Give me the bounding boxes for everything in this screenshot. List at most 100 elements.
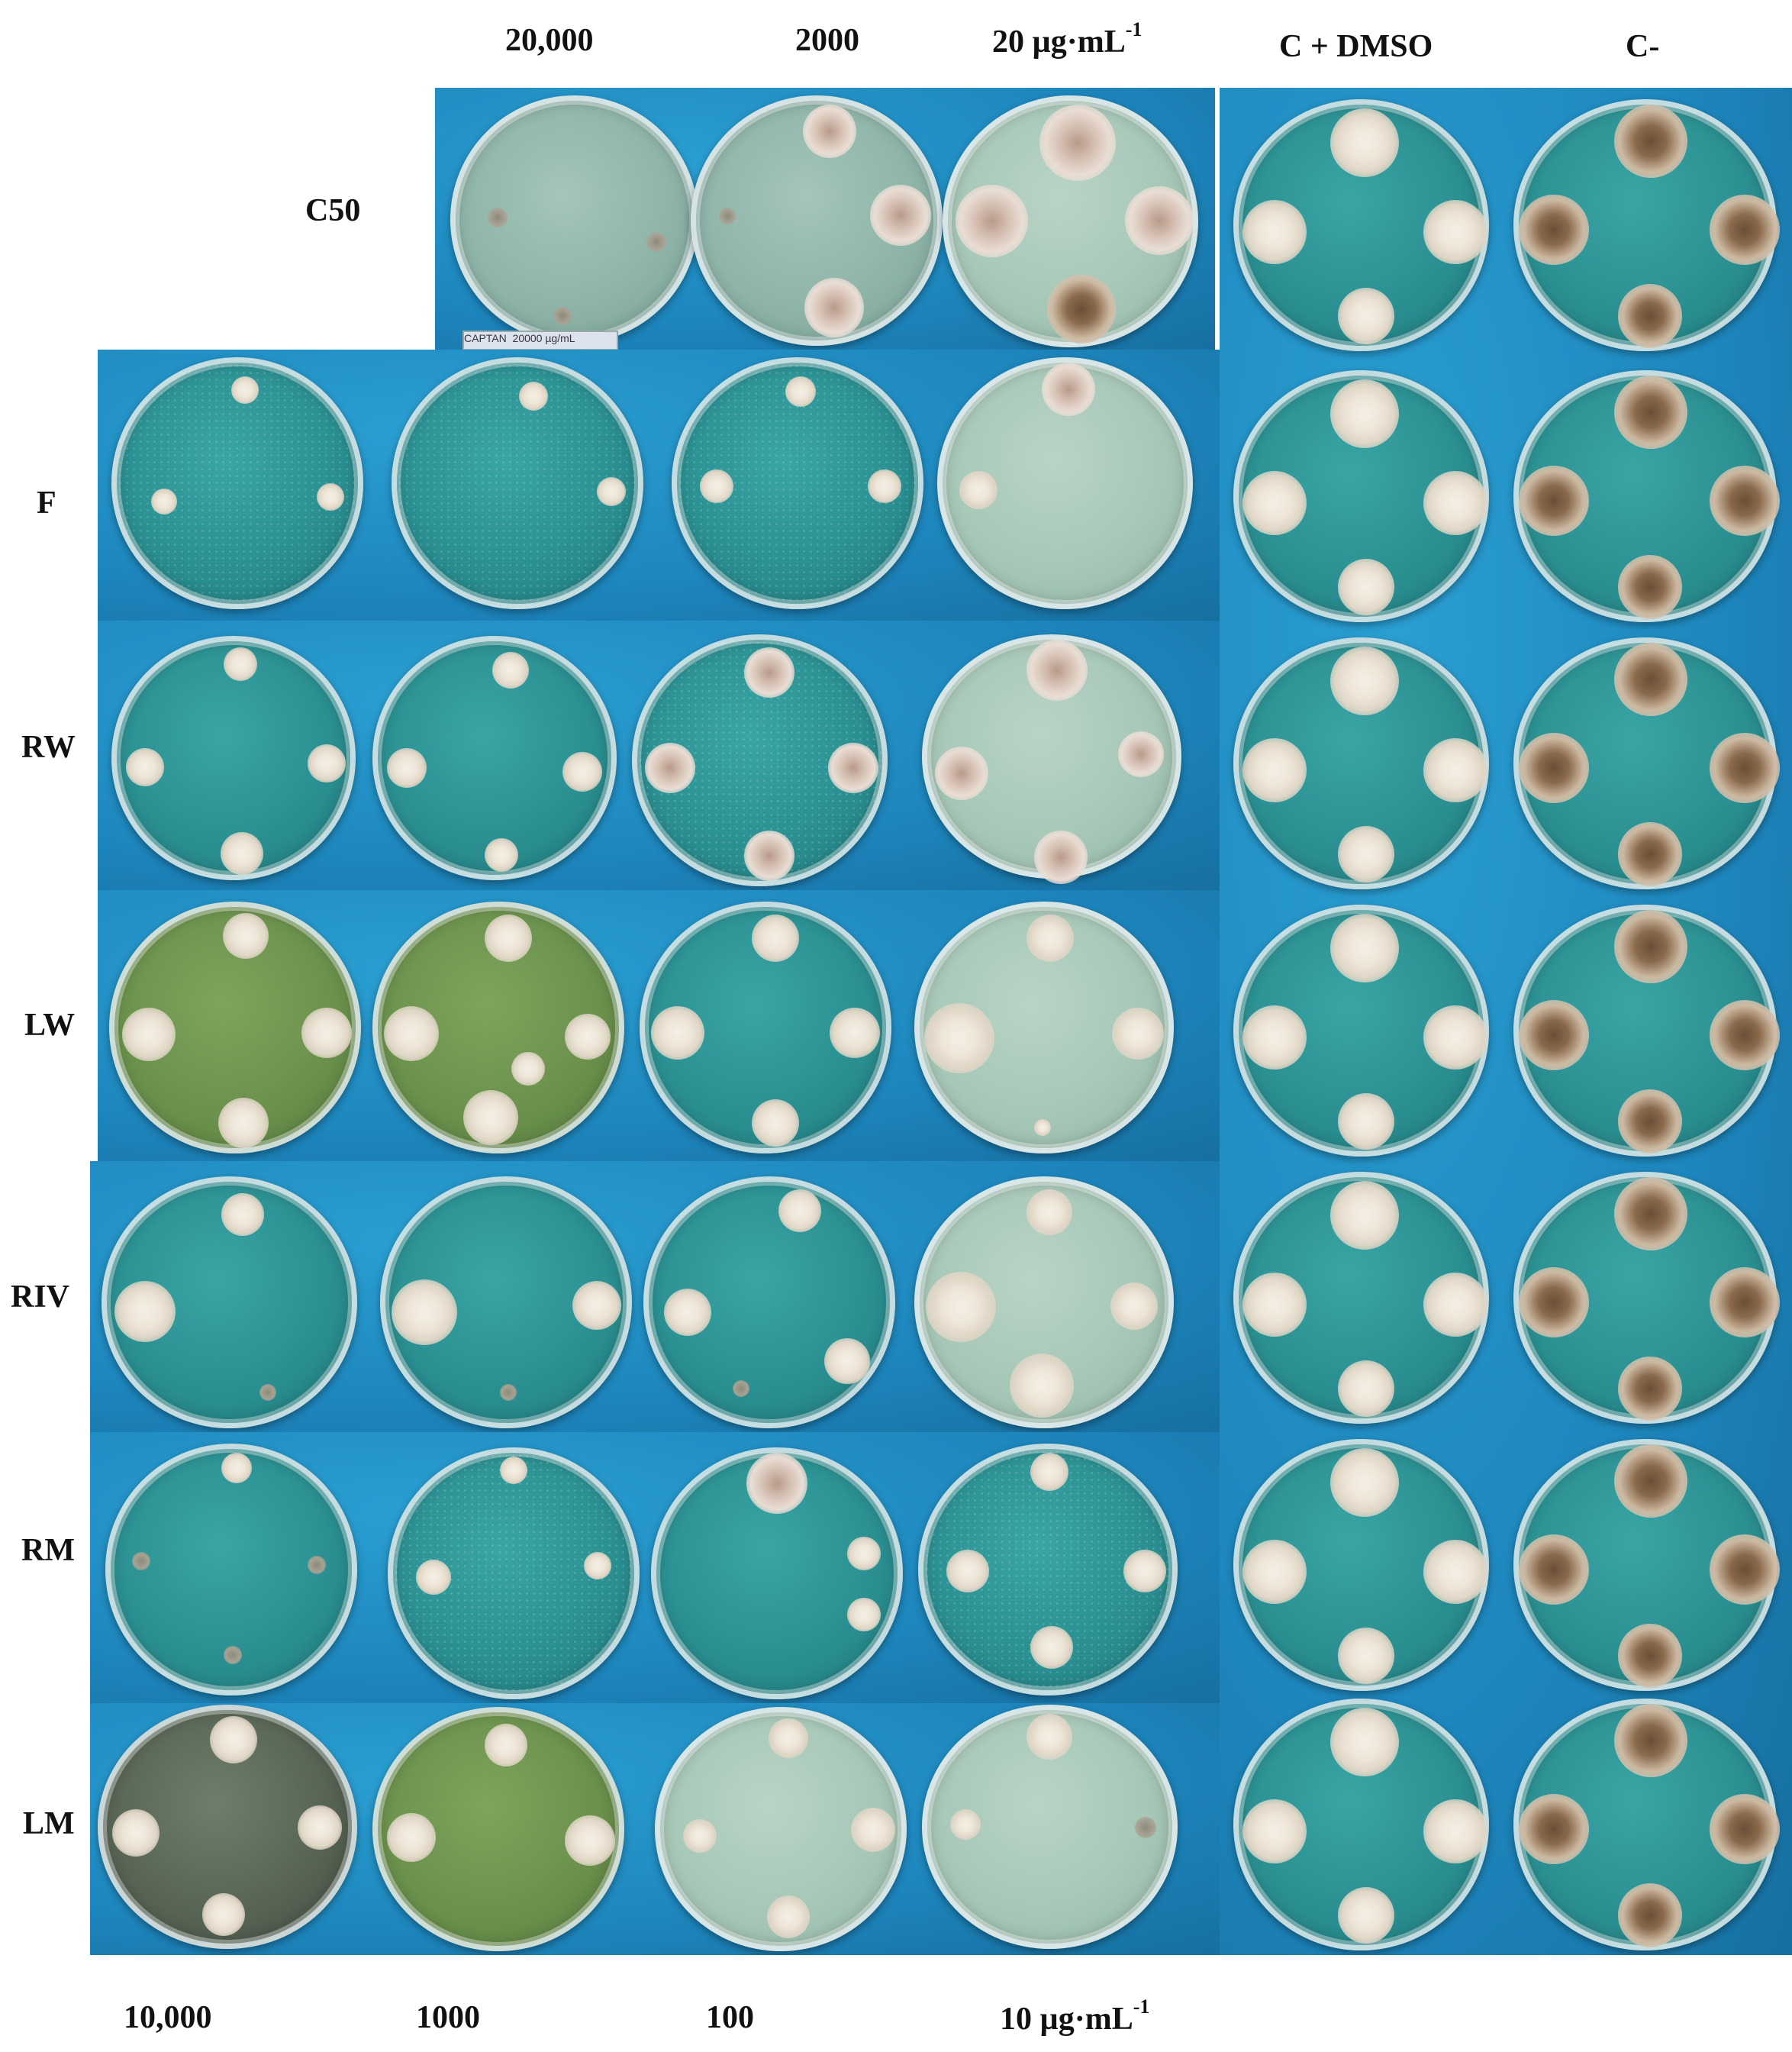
dish-f-1000: [392, 357, 643, 609]
colony: [1614, 376, 1687, 449]
colony: [1618, 284, 1682, 348]
dish-dmso-lw: [1233, 905, 1489, 1157]
dish-dmso-rm: [1233, 1439, 1489, 1691]
colony: [1030, 1626, 1073, 1669]
colony: [114, 1281, 176, 1342]
colony: [700, 469, 733, 503]
label-c-neg: C-: [1626, 29, 1660, 64]
colony: [752, 915, 799, 962]
colony: [1710, 466, 1780, 536]
lw-photo-panel: [98, 890, 1220, 1161]
controls-photo-panel: [1220, 88, 1792, 1955]
colony: [317, 483, 344, 511]
colony: [565, 1815, 615, 1866]
colony: [485, 915, 532, 962]
dish-f-10: [937, 357, 1193, 609]
dish-dmso-rw: [1233, 637, 1489, 889]
colony: [1027, 640, 1088, 701]
colony: [746, 1453, 807, 1514]
row-label-riv: RIV: [11, 1279, 70, 1315]
dish-c50-2000: [691, 95, 943, 346]
colony: [1519, 1534, 1589, 1605]
colony: [1423, 1005, 1487, 1070]
colony: [1118, 731, 1164, 777]
colony: [1519, 466, 1589, 536]
colony: [1710, 1000, 1780, 1070]
colony: [126, 748, 164, 786]
colony: [210, 1716, 257, 1763]
colony: [1039, 105, 1116, 181]
colony: [946, 1550, 989, 1592]
riv-photo-panel: [90, 1161, 1220, 1432]
colony: [1710, 733, 1780, 803]
colony: [1027, 915, 1074, 962]
colony: [1614, 105, 1687, 178]
colony: [231, 376, 259, 404]
row-label-rm: RM: [21, 1533, 75, 1568]
dish-rw-10: [922, 634, 1181, 884]
colony: [1242, 738, 1307, 802]
colony: [463, 1090, 518, 1145]
colony: [804, 278, 864, 337]
dish-neg-lm: [1513, 1699, 1780, 1950]
row-label-rw: RW: [21, 730, 76, 765]
colony: [924, 1003, 994, 1073]
sticker-text-2: 20000 µg/mL: [512, 332, 575, 344]
colony: [259, 1384, 276, 1401]
dish-neg-riv: [1513, 1172, 1780, 1424]
row-label-c50: C50: [305, 193, 361, 228]
colony: [1125, 186, 1194, 255]
rm-photo-panel: [90, 1432, 1220, 1703]
colony: [1618, 555, 1682, 619]
colony: [1027, 1714, 1072, 1760]
colony: [1423, 1273, 1487, 1337]
dish-lw-10: [914, 902, 1174, 1153]
row-label-lm: LM: [23, 1806, 75, 1841]
colony: [646, 232, 666, 252]
colony: [1618, 1357, 1682, 1421]
captan-label-sticker: CAPTAN 20000 µg/mL: [463, 331, 618, 350]
colony: [1710, 1267, 1780, 1337]
dish-neg-rw: [1513, 637, 1780, 889]
colony: [1519, 1000, 1589, 1070]
colony: [1338, 559, 1394, 615]
colony: [1242, 200, 1307, 264]
colony: [221, 832, 263, 875]
dish-neg-c50: [1513, 99, 1780, 351]
colony: [1338, 826, 1394, 882]
colony: [1030, 1453, 1068, 1491]
colony: [1423, 471, 1487, 535]
colony: [1519, 1794, 1589, 1864]
dish-lm-10000: [98, 1705, 357, 1949]
colony: [935, 747, 988, 800]
colony: [1242, 471, 1307, 535]
colony: [830, 1008, 880, 1058]
colony: [519, 382, 548, 411]
dish-riv-100: [643, 1176, 895, 1428]
colony: [1710, 1794, 1780, 1864]
colony: [1618, 1624, 1682, 1688]
colony: [1423, 1799, 1487, 1863]
colony: [1423, 1540, 1487, 1604]
colony: [664, 1289, 711, 1336]
colony: [645, 743, 695, 793]
sticker-text-1: CAPTAN: [464, 332, 507, 344]
colony: [387, 748, 427, 788]
colony: [950, 1809, 981, 1840]
colony: [1042, 363, 1095, 416]
label-20-ugml: 20 µg·mL-1: [992, 20, 1142, 60]
dish-f-100: [672, 357, 923, 609]
colony: [565, 1014, 611, 1060]
colony: [719, 208, 736, 224]
label-10-ugml-text: 10 µg·mL: [1000, 2002, 1133, 2037]
label-20-ugml-text: 20 µg·mL: [992, 24, 1126, 60]
colony: [1047, 275, 1116, 344]
label-20000: 20,000: [505, 23, 594, 58]
colony: [151, 489, 177, 515]
f-photo-panel: [98, 350, 1220, 621]
colony: [683, 1819, 717, 1853]
dish-riv-1000: [380, 1176, 632, 1428]
dish-c50-20000: [450, 95, 698, 344]
colony: [387, 1813, 436, 1862]
c50-photo-panel: CAPTAN 20000 µg/mL: [435, 88, 1215, 350]
